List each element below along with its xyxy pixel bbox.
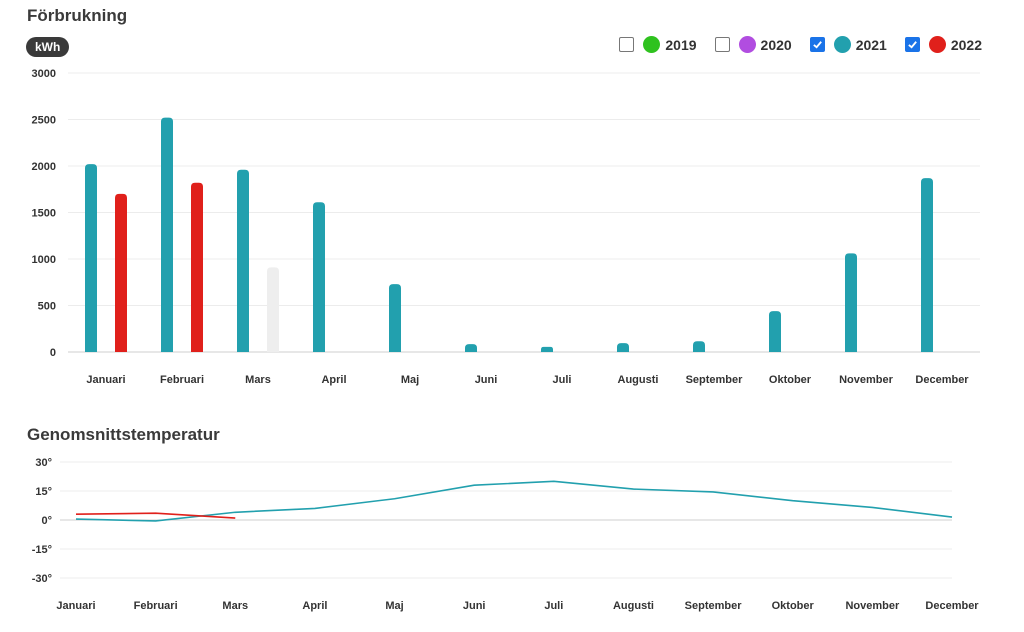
bar-2022-Mars: [267, 267, 279, 352]
x-tick-label: September: [685, 600, 743, 612]
bar-2022-Januari: [115, 193, 127, 352]
legend-label: 2021: [855, 36, 887, 53]
bar-2021-November: [845, 253, 857, 352]
legend-color-dot: [833, 36, 851, 53]
y-tick-label: 1500: [32, 208, 56, 220]
x-tick-label: December: [925, 600, 979, 612]
y-tick-label: 1000: [32, 254, 56, 266]
legend-checkbox-2022[interactable]: [904, 37, 920, 52]
x-tick-label: Mars: [222, 600, 248, 612]
x-tick-label: Oktober: [772, 600, 815, 612]
legend-item-2022[interactable]: 2022: [904, 36, 982, 53]
year-legend: 2019 2020 2021 2022: [601, 36, 982, 53]
temperature-line-2021: [75, 480, 953, 522]
bar-2021-Maj: [389, 284, 401, 352]
bar-2021-Oktober: [769, 311, 781, 352]
legend-color-dot: [738, 36, 756, 53]
consumption-title: Förbrukning: [27, 6, 128, 25]
x-tick-label: Februari: [160, 374, 204, 386]
x-tick-label: Juni: [463, 600, 486, 612]
y-tick-label: -30°: [32, 573, 52, 585]
legend-label: 2022: [950, 36, 982, 53]
x-tick-label: Mars: [245, 374, 271, 386]
y-tick-label: 2500: [32, 115, 56, 127]
legend-item-2020[interactable]: 2020: [714, 36, 792, 53]
x-tick-label: Januari: [86, 374, 125, 386]
x-tick-label: Juni: [475, 374, 498, 386]
x-tick-label: Juli: [553, 374, 572, 386]
y-tick-label: 0°: [41, 515, 52, 527]
x-tick-label: Augusti: [613, 600, 654, 612]
bar-2021-Januari: [85, 164, 97, 352]
bar-2021-December: [921, 178, 933, 352]
x-tick-label: April: [321, 374, 346, 386]
legend-color-dot: [643, 36, 661, 53]
y-tick-label: 3000: [32, 68, 56, 80]
y-tick-label: 500: [38, 301, 56, 313]
bar-2022-Februari: [191, 182, 203, 352]
x-tick-label: Februari: [134, 600, 178, 612]
x-tick-label: Januari: [56, 600, 95, 612]
temperature-line-2022: [75, 512, 236, 519]
x-tick-label: Oktober: [769, 374, 812, 386]
y-tick-label: 0: [50, 347, 56, 359]
x-tick-label: Maj: [385, 600, 403, 612]
x-tick-label: September: [686, 374, 744, 386]
bar-2021-Mars: [237, 169, 249, 352]
legend-color-dot: [928, 36, 946, 53]
y-tick-label: 15°: [35, 486, 52, 498]
legend-item-2019[interactable]: 2019: [619, 36, 697, 53]
x-tick-label: December: [915, 374, 969, 386]
bar-2021-Juni: [465, 344, 477, 352]
y-tick-label: 30°: [35, 457, 52, 469]
legend-label: 2019: [665, 36, 697, 53]
bar-2021-Februari: [161, 117, 173, 352]
x-tick-label: Maj: [401, 374, 419, 386]
x-tick-label: Juli: [544, 600, 563, 612]
legend-checkbox-2020[interactable]: [714, 37, 730, 52]
consumption-bar-chart: 0 500 1000 1500 2000 2500 3000 Januari Februari M…: [32, 68, 980, 386]
legend-checkbox-2019[interactable]: [619, 37, 635, 52]
bar-2021-September: [693, 341, 705, 352]
temperature-title: Genomsnittstemperatur: [27, 425, 220, 444]
legend-item-2021[interactable]: 2021: [809, 36, 887, 53]
x-tick-label: April: [302, 600, 327, 612]
legend-checkbox-2021[interactable]: [809, 37, 825, 52]
x-tick-label: November: [839, 374, 894, 386]
bar-2021-Augusti: [617, 343, 629, 352]
unit-badge: kWh: [26, 37, 70, 57]
y-tick-label: 2000: [32, 161, 56, 173]
y-tick-label: -15°: [32, 544, 52, 556]
x-tick-label: Augusti: [618, 374, 659, 386]
bar-2021-April: [313, 202, 325, 352]
bar-2021-Juli: [541, 346, 553, 352]
x-tick-label: November: [845, 600, 900, 612]
legend-label: 2020: [760, 36, 792, 53]
